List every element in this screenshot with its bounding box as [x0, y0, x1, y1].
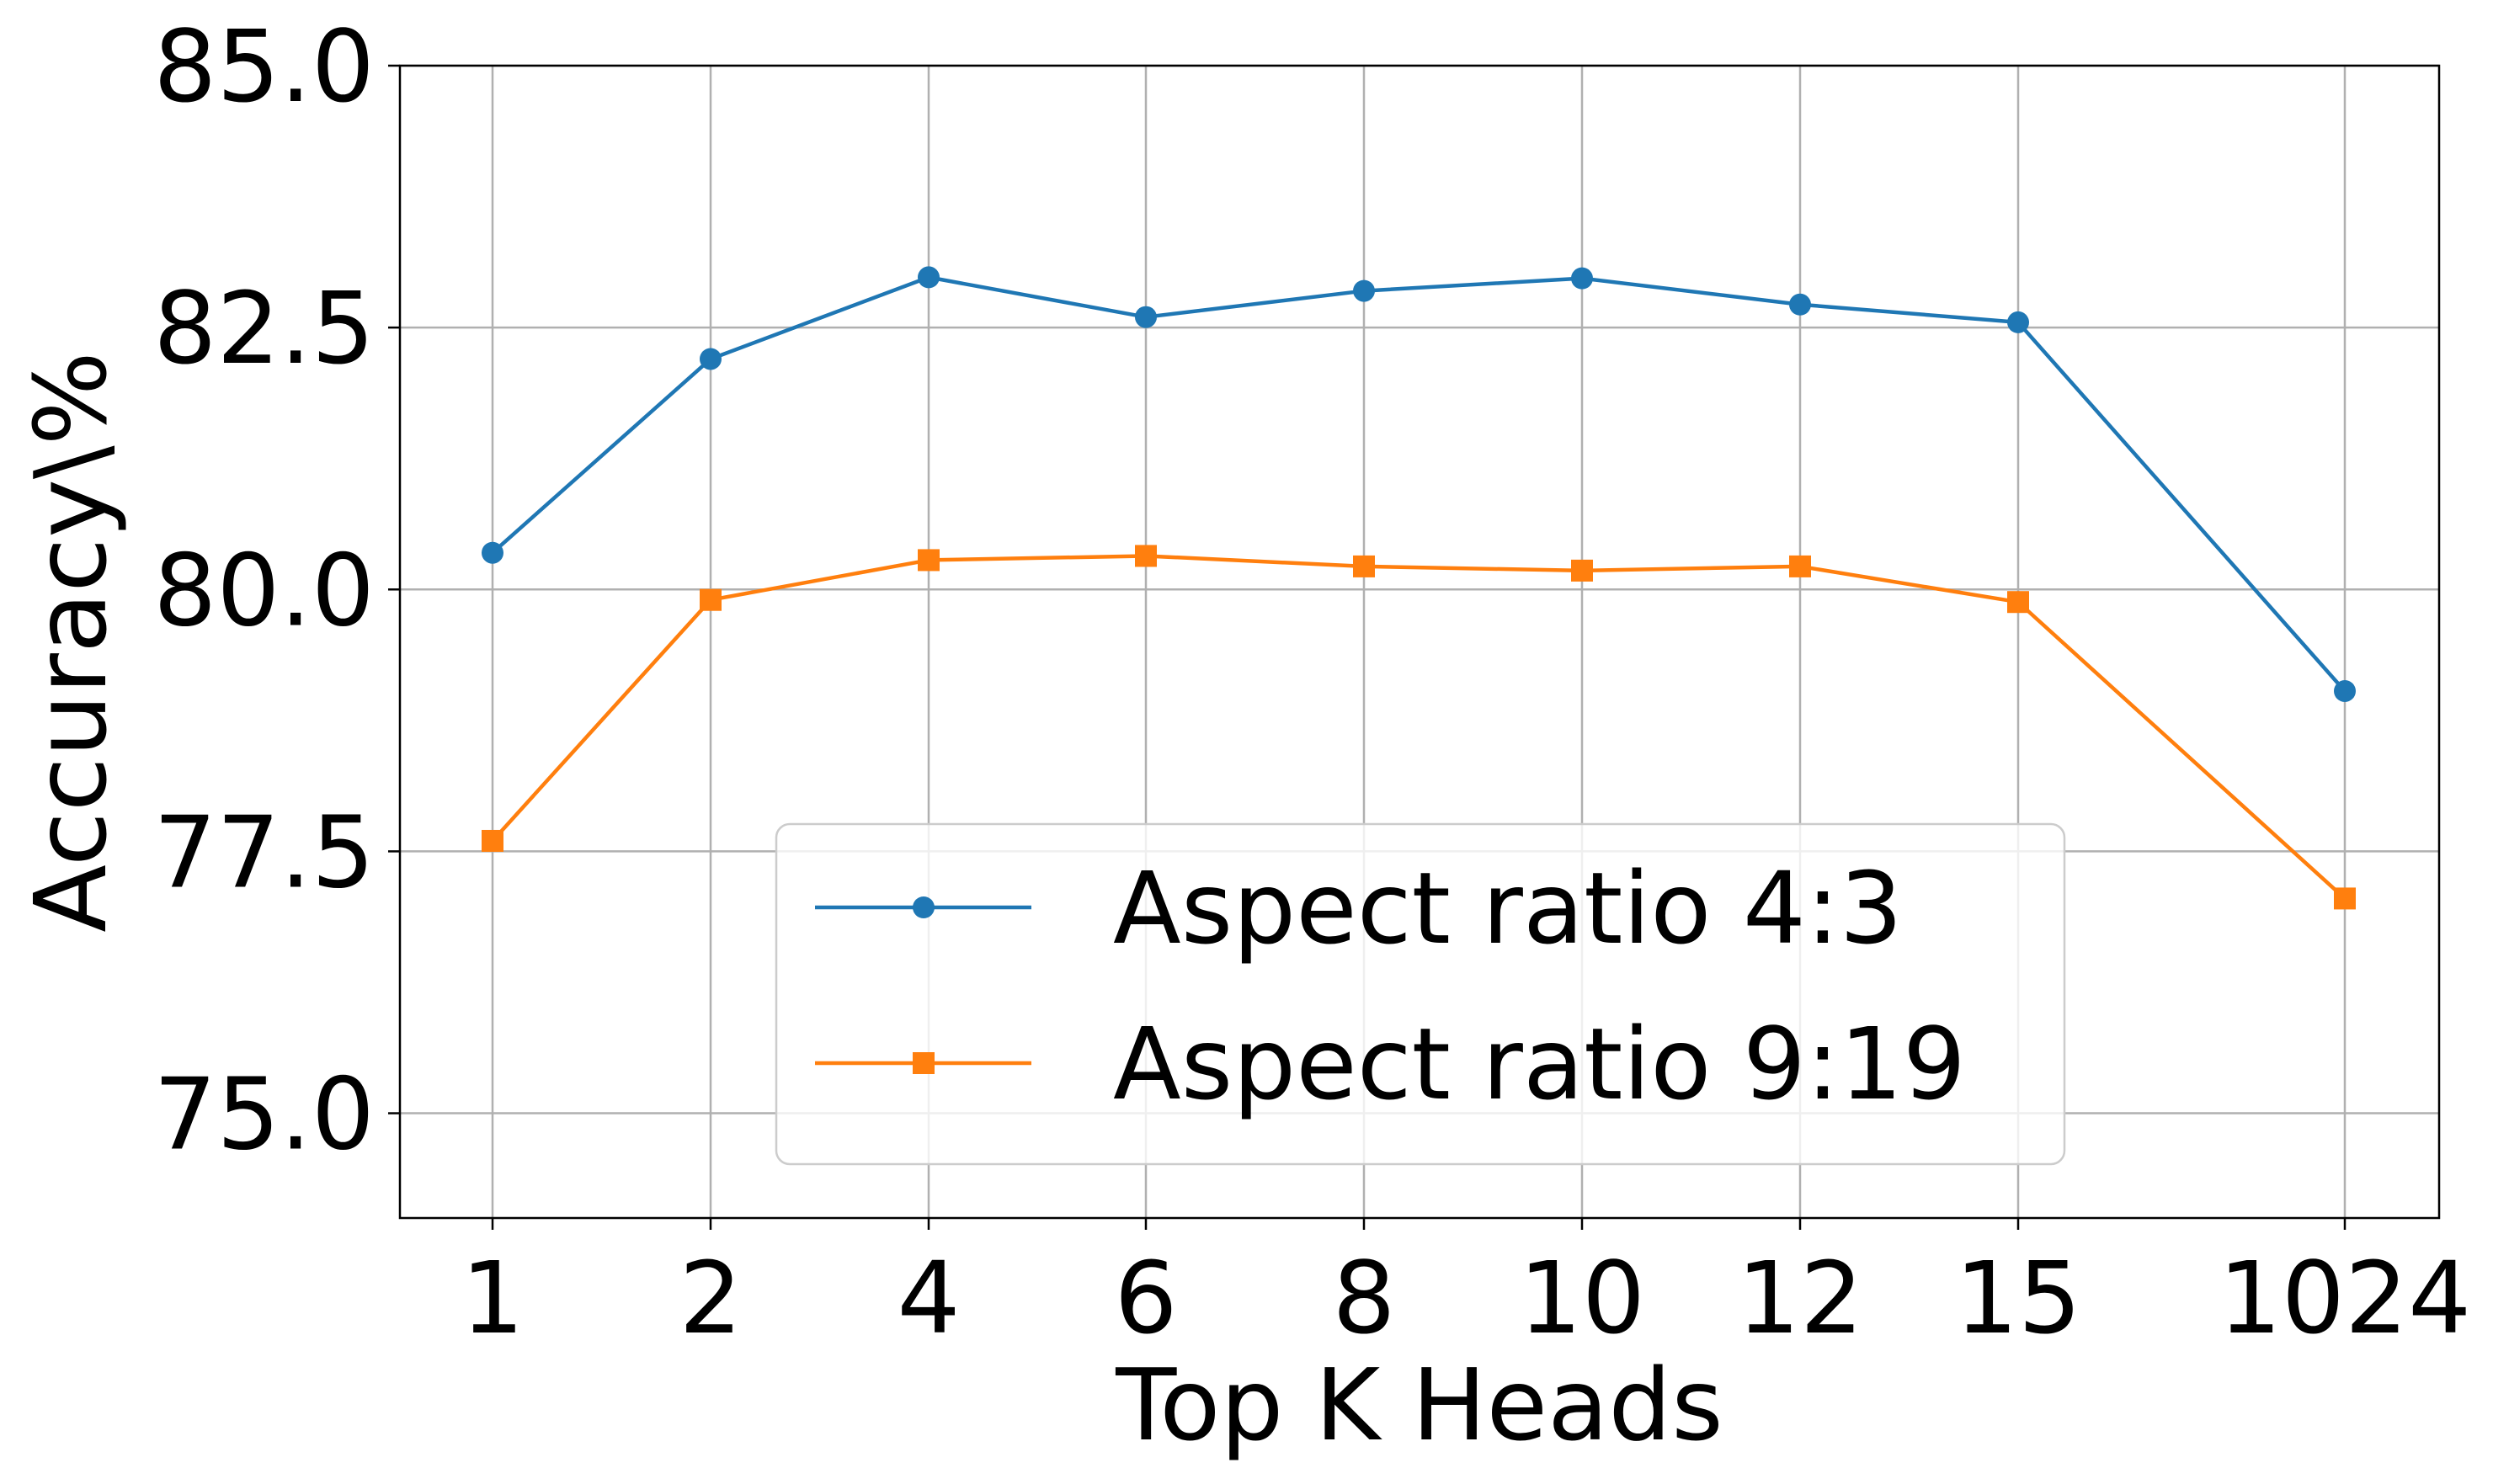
x-tick-label: 4 — [897, 1240, 960, 1356]
data-point-marker — [2007, 311, 2029, 333]
data-point-marker — [1571, 559, 1593, 582]
legend-marker — [913, 1052, 935, 1074]
data-point-marker — [700, 348, 722, 370]
legend: Aspect ratio 4:3 Aspect ratio 9:19 — [775, 822, 2066, 1166]
x-axis-label: Top K Heads — [1115, 1347, 1723, 1463]
data-point-marker — [1353, 555, 1375, 577]
series-2 — [482, 545, 2356, 910]
data-point-marker — [482, 541, 503, 564]
y-tick-label: 85.0 — [153, 8, 375, 125]
x-tick-label: 15 — [1955, 1240, 2081, 1356]
x-tick-label: 1 — [461, 1240, 524, 1356]
x-tick-label: 8 — [1332, 1240, 1395, 1356]
x-tick-label: 10 — [1519, 1240, 1645, 1356]
data-point-marker — [918, 266, 940, 289]
data-point-marker — [1135, 545, 1157, 567]
data-point-marker — [1135, 306, 1157, 328]
legend-box — [775, 822, 2066, 1166]
y-tick-label: 80.0 — [153, 532, 375, 648]
x-tick-label: 12 — [1737, 1240, 1863, 1356]
data-point-marker — [700, 588, 722, 611]
x-tick-label: 6 — [1114, 1240, 1177, 1356]
series-1 — [482, 266, 2356, 702]
data-point-marker — [2334, 887, 2356, 910]
series-layer — [482, 266, 2356, 910]
data-point-marker — [1789, 555, 1811, 577]
data-point-marker — [482, 829, 503, 852]
data-point-marker — [1789, 293, 1811, 316]
legend-label: Aspect ratio 9:19 — [1113, 1006, 1966, 1122]
y-axis-label: Accuracy\% — [13, 351, 129, 933]
data-point-marker — [2334, 679, 2356, 702]
y-tick-label: 82.5 — [153, 270, 375, 386]
plot-frame — [398, 64, 2441, 1220]
y-tick-label: 75.0 — [153, 1056, 375, 1173]
data-point-marker — [2007, 591, 2029, 614]
x-tick-label: 2 — [679, 1240, 742, 1356]
legend-label: Aspect ratio 4:3 — [1113, 850, 1903, 966]
data-point-marker — [1353, 279, 1375, 302]
data-point-marker — [918, 549, 940, 572]
data-point-marker — [1571, 267, 1593, 290]
legend-marker — [913, 896, 935, 918]
y-tick-label: 77.5 — [153, 794, 375, 910]
x-tick-label: 1024 — [2219, 1240, 2471, 1356]
